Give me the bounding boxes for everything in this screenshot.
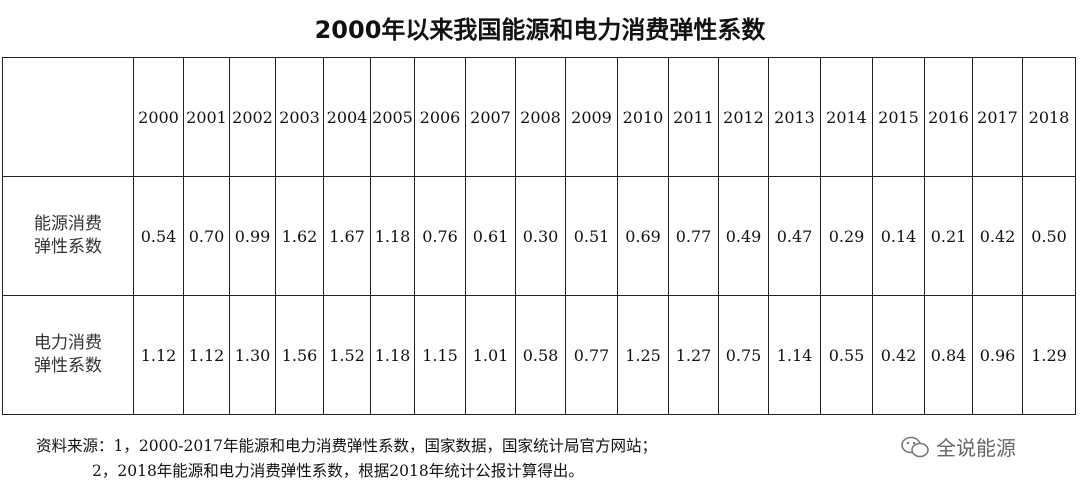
source-note-1: 资料来源：1，2000-2017年能源和电力消费弹性系数，国家数据，国家统计局官…	[36, 437, 657, 455]
row-label: 电力消费 弹性系数	[2, 295, 134, 415]
value-cell: 1.12	[133, 295, 184, 415]
row-label: 能源消费 弹性系数	[2, 176, 134, 296]
value-cell: 0.51	[565, 176, 618, 296]
elasticity-table: 2000 2001 2002 2003 2004 2005 2006 2007 2008 2009…	[2, 57, 1076, 415]
value-cell: 0.55	[820, 295, 873, 415]
row-label-line: 电力消费	[34, 333, 102, 353]
value-cell: 1.67	[323, 176, 371, 296]
year-header: 2009	[565, 57, 618, 177]
value-cell: 0.70	[183, 176, 230, 296]
value-cell: 0.42	[872, 295, 925, 415]
year-header: 2003	[275, 57, 324, 177]
row-label-line: 弹性系数	[34, 237, 102, 257]
year-header: 2002	[229, 57, 276, 177]
watermark: 全说能源	[900, 432, 1016, 461]
value-cell: 0.49	[718, 176, 769, 296]
value-cell: 1.30	[229, 295, 276, 415]
year-header: 2008	[515, 57, 566, 177]
value-cell: 0.29	[820, 176, 873, 296]
year-header: 2012	[718, 57, 769, 177]
year-header: 2005	[370, 57, 415, 177]
year-header: 2011	[668, 57, 719, 177]
table-row: 能源消费 弹性系数 0.54 0.70 0.99 1.62 1.67 1.18 0.76 0.6…	[2, 176, 1076, 296]
value-cell: 1.29	[1022, 295, 1076, 415]
year-header: 2001	[183, 57, 230, 177]
year-header: 2018	[1022, 57, 1076, 177]
value-cell: 1.18	[370, 295, 415, 415]
source-note-2: 2，2018年能源和电力消费弹性系数，根据2018年统计公报计算得出。	[92, 462, 584, 480]
value-cell: 0.14	[872, 176, 925, 296]
wechat-icon	[901, 436, 929, 457]
year-header: 2000	[133, 57, 184, 177]
row-label-line: 弹性系数	[34, 356, 102, 376]
value-cell: 0.77	[565, 295, 618, 415]
watermark-text: 全说能源	[936, 436, 1016, 460]
value-cell: 0.99	[229, 176, 276, 296]
year-header: 2016	[924, 57, 973, 177]
value-cell: 1.12	[183, 295, 230, 415]
value-cell: 0.69	[617, 176, 669, 296]
value-cell: 0.47	[768, 176, 821, 296]
value-cell: 1.52	[323, 295, 371, 415]
value-cell: 1.18	[370, 176, 415, 296]
year-header: 2010	[617, 57, 669, 177]
header-row: 2000 2001 2002 2003 2004 2005 2006 2007 2008 2009…	[2, 57, 1076, 177]
value-cell: 0.21	[924, 176, 973, 296]
value-cell: 0.50	[1022, 176, 1076, 296]
table-title: 2000年以来我国能源和电力消费弹性系数	[314, 16, 766, 44]
value-cell: 0.96	[972, 295, 1023, 415]
value-cell: 0.77	[668, 176, 719, 296]
value-cell: 1.25	[617, 295, 669, 415]
value-cell: 0.76	[414, 176, 466, 296]
value-cell: 1.01	[465, 295, 516, 415]
value-cell: 0.54	[133, 176, 184, 296]
year-header: 2014	[820, 57, 873, 177]
value-cell: 0.30	[515, 176, 566, 296]
year-header: 2007	[465, 57, 516, 177]
value-cell: 0.84	[924, 295, 973, 415]
value-cell: 0.58	[515, 295, 566, 415]
value-cell: 0.75	[718, 295, 769, 415]
value-cell: 1.56	[275, 295, 324, 415]
year-header: 2004	[323, 57, 371, 177]
value-cell: 0.61	[465, 176, 516, 296]
year-header: 2017	[972, 57, 1023, 177]
table-row: 电力消费 弹性系数 1.12 1.12 1.30 1.56 1.52 1.18 1.15 1.0…	[2, 295, 1076, 415]
value-cell: 1.62	[275, 176, 324, 296]
value-cell: 1.15	[414, 295, 466, 415]
value-cell: 1.14	[768, 295, 821, 415]
value-cell: 1.27	[668, 295, 719, 415]
year-header: 2013	[768, 57, 821, 177]
row-label-line: 能源消费	[34, 214, 102, 234]
corner-cell	[2, 57, 134, 177]
year-header: 2006	[414, 57, 466, 177]
year-header: 2015	[872, 57, 925, 177]
value-cell: 0.42	[972, 176, 1023, 296]
